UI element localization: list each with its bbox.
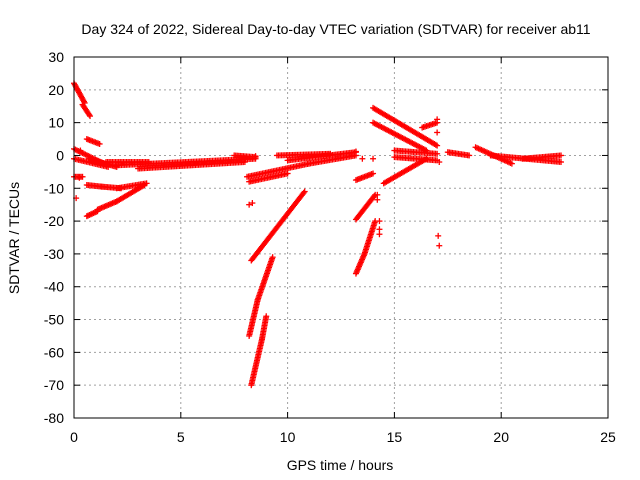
chart-title: Day 324 of 2022, Sidereal Day-to-day VTE…	[81, 21, 590, 37]
x-tick-label: 15	[387, 429, 403, 445]
data-point	[284, 170, 291, 177]
axis-ticks	[73, 56, 609, 419]
data-point	[374, 196, 381, 203]
data-point	[246, 201, 253, 208]
y-tick-label: 0	[56, 147, 64, 163]
data-point	[269, 254, 276, 261]
y-tick-label: -10	[44, 180, 64, 196]
data-point	[79, 173, 86, 180]
y-tick-label: -70	[44, 377, 64, 393]
data-points	[71, 80, 565, 389]
x-tick-label: 10	[280, 429, 296, 445]
y-tick-label: -20	[44, 213, 64, 229]
data-point	[352, 148, 359, 155]
data-point	[434, 116, 441, 123]
data-point	[376, 231, 383, 238]
y-tick-label: -80	[44, 410, 64, 426]
data-point	[558, 159, 565, 166]
y-tick-label: -40	[44, 279, 64, 295]
data-point	[141, 181, 148, 188]
data-point	[434, 150, 441, 157]
data-point	[76, 174, 83, 181]
data-point	[436, 242, 443, 249]
data-point	[359, 155, 366, 162]
y-tick-label: 10	[48, 115, 64, 131]
y-tick-label: -50	[44, 312, 64, 328]
data-point	[86, 111, 93, 118]
y-axis-label: SDTVAR / TECUs	[6, 182, 22, 294]
data-point	[300, 189, 307, 196]
data-point	[435, 232, 442, 239]
y-tick-labels: -80 -70 -60 -50 -40 -30 -20 -10 0 10 20 30	[44, 49, 64, 426]
data-point	[241, 155, 248, 162]
y-tick-label: -30	[44, 246, 64, 262]
x-tick-label: 20	[493, 429, 509, 445]
x-tick-label: 0	[70, 429, 78, 445]
x-tick-labels: 0 5 10 15 20 25	[70, 429, 616, 445]
data-point	[436, 159, 443, 166]
data-point	[140, 182, 147, 189]
x-tick-label: 25	[600, 429, 616, 445]
data-point	[252, 153, 259, 160]
data-point	[508, 160, 515, 167]
data-point	[370, 155, 377, 162]
data-point	[263, 313, 270, 320]
data-point	[376, 218, 383, 225]
data-point	[434, 129, 441, 136]
data-point	[434, 142, 441, 149]
y-tick-label: 30	[48, 49, 64, 65]
data-point	[77, 147, 84, 154]
data-point	[249, 200, 256, 207]
plot-frame	[73, 56, 609, 419]
data-point	[371, 193, 378, 200]
grid	[74, 57, 608, 418]
data-point	[466, 152, 473, 159]
data-point	[370, 170, 377, 177]
x-axis-label: GPS time / hours	[287, 457, 394, 473]
data-point	[96, 140, 103, 147]
x-tick-label: 5	[177, 429, 185, 445]
y-tick-label: -60	[44, 344, 64, 360]
data-point	[301, 188, 308, 195]
data-point	[558, 152, 565, 159]
data-point	[87, 113, 94, 120]
y-tick-label: 20	[48, 82, 64, 98]
